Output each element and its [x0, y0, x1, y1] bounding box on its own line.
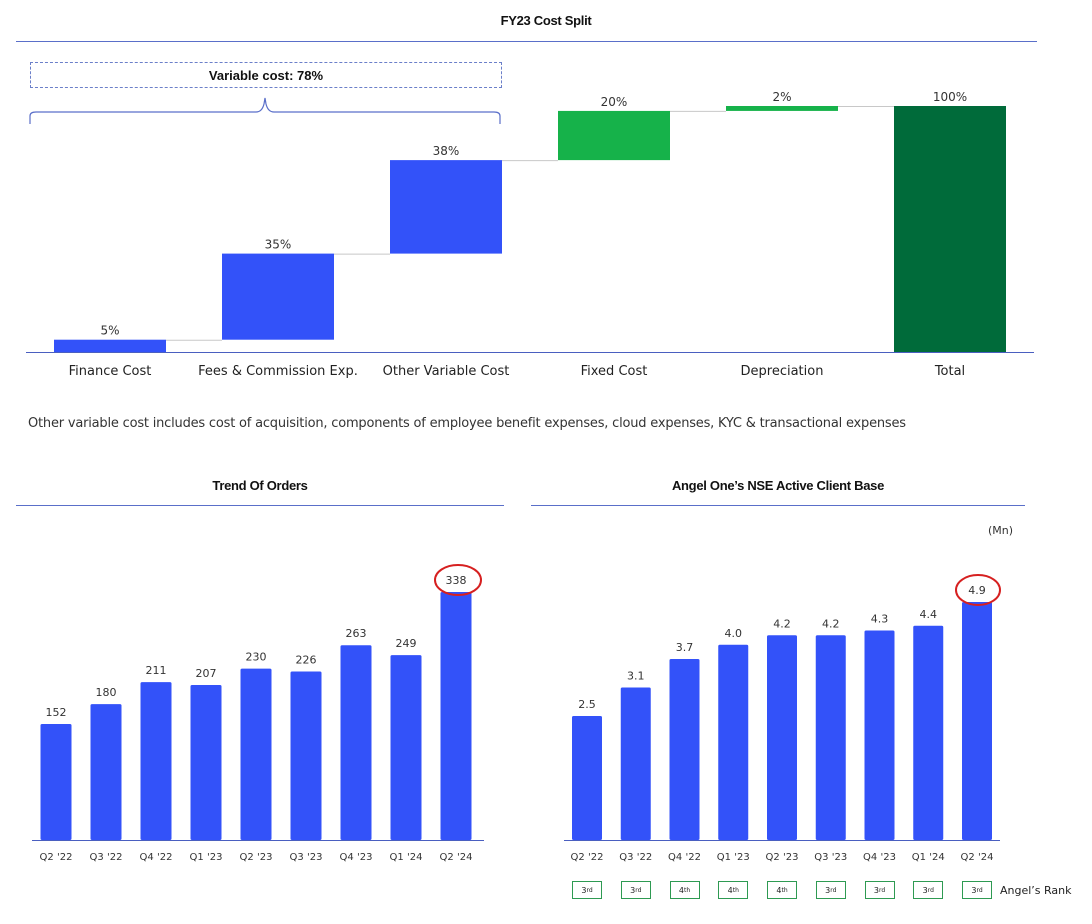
cost-category-label-depreciation: Depreciation	[741, 364, 824, 379]
orders-value-label-q3-22: 180	[96, 686, 117, 699]
clients-bar-q3-23	[815, 635, 846, 840]
cost-split-title-rule	[16, 41, 1037, 42]
orders-value-label-q2-23: 230	[246, 651, 267, 664]
clients-unit-label: (Mn)	[988, 524, 1014, 537]
cost-category-label-total: Total	[934, 364, 965, 379]
clients-bar-q3-22	[620, 687, 651, 840]
variable-cost-brace	[29, 97, 501, 124]
orders-bar-q2-22	[40, 724, 72, 840]
orders-value-label-q3-23: 226	[296, 653, 317, 666]
orders-bar-q3-22	[90, 704, 122, 840]
orders-bar-q4-23	[340, 645, 372, 840]
cost-split-chart: 5% Finance Cost 35% Fees & Commission Exp. 3…	[26, 90, 1034, 379]
cost-category-label-finance-cost: Finance Cost	[69, 364, 152, 379]
orders-value-label-q1-24: 249	[396, 637, 417, 650]
clients-title: Angel One’s NSE Active Client Base	[671, 478, 885, 493]
cost-value-label-fixed-cost: 20%	[601, 95, 628, 109]
cost-bar-fees-commission-exp	[222, 253, 334, 340]
clients-bar-q4-23	[864, 630, 895, 840]
orders-bar-q2-24	[440, 592, 472, 840]
clients-bar-q2-23	[767, 635, 797, 840]
clients-category-label-q1-23: Q1 '23	[717, 852, 750, 863]
cost-split-title: FY23 Cost Split	[500, 13, 592, 28]
cost-bar-finance-cost	[54, 339, 166, 352]
orders-category-label-q1-23: Q1 '23	[190, 852, 223, 863]
cost-category-label-fixed-cost: Fixed Cost	[581, 364, 648, 379]
orders-bar-q2-23	[240, 668, 272, 840]
clients-value-label-q1-23: 4.0	[725, 627, 743, 640]
clients-value-label-q1-24: 4.4	[920, 608, 938, 621]
orders-category-label-q3-22: Q3 '22	[90, 852, 123, 863]
orders-bar-q1-24	[390, 655, 422, 840]
orders-value-label-q2-22: 152	[46, 706, 67, 719]
orders-category-label-q3-23: Q3 '23	[290, 852, 323, 863]
cost-bar-depreciation	[726, 106, 838, 111]
orders-category-label-q2-22: Q2 '22	[40, 852, 73, 863]
cost-bar-other-variable-cost	[390, 160, 502, 254]
orders-category-label-q1-24: Q1 '24	[390, 852, 423, 863]
clients-value-label-q2-24: 4.9	[968, 584, 986, 597]
cost-value-label-other-variable-cost: 38%	[433, 144, 460, 158]
clients-bar-q4-22	[669, 659, 700, 840]
orders-bar-q1-23	[190, 684, 222, 840]
orders-value-label-q4-22: 211	[146, 664, 167, 677]
orders-highlight-circle	[434, 564, 482, 596]
cost-category-label-other-variable-cost: Other Variable Cost	[383, 364, 510, 379]
clients-category-label-q1-24: Q1 '24	[912, 852, 945, 863]
orders-category-label-q2-24: Q2 '24	[440, 852, 473, 863]
cost-value-label-depreciation: 2%	[772, 90, 791, 104]
orders-value-label-q2-24: 338	[446, 574, 467, 587]
clients-bar-q2-22	[572, 716, 602, 840]
clients-value-label-q2-23: 4.2	[773, 617, 791, 630]
orders-category-label-q4-23: Q4 '23	[340, 852, 373, 863]
cost-bar-total	[894, 106, 1006, 352]
cost-value-label-finance-cost: 5%	[100, 324, 119, 338]
orders-title: Trend Of Orders	[212, 478, 308, 493]
cost-split-footnote: Other variable cost includes cost of acq…	[28, 416, 906, 431]
clients-bar-q1-23	[718, 644, 749, 840]
clients-bar-q2-24	[962, 602, 992, 840]
clients-title-rule	[531, 505, 1025, 506]
cost-value-label-total: 100%	[933, 90, 967, 104]
orders-value-label-q4-23: 263	[346, 627, 367, 640]
orders-title-rule	[16, 505, 504, 506]
orders-value-label-q1-23: 207	[196, 667, 217, 680]
cost-value-label-fees-commission-exp: 35%	[265, 238, 292, 252]
clients-category-label-q2-23: Q2 '23	[766, 852, 799, 863]
clients-highlight-circle	[955, 574, 1001, 606]
clients-category-label-q2-22: Q2 '22	[571, 852, 604, 863]
clients-bar-q1-24	[913, 625, 944, 840]
clients-value-label-q4-23: 4.3	[871, 613, 889, 626]
rank-row-label: Angel’s Rank	[1000, 884, 1072, 897]
clients-value-label-q2-22: 2.5	[578, 698, 596, 711]
clients-category-label-q4-23: Q4 '23	[863, 852, 896, 863]
clients-category-label-q4-22: Q4 '22	[668, 852, 701, 863]
variable-cost-label: Variable cost: 78%	[208, 67, 324, 83]
variable-cost-box: Variable cost: 78%	[30, 62, 502, 88]
orders-category-label-q4-22: Q4 '22	[140, 852, 173, 863]
orders-bar-q3-23	[290, 671, 322, 840]
clients-value-label-q4-22: 3.7	[676, 641, 694, 654]
clients-category-label-q3-22: Q3 '22	[619, 852, 652, 863]
cost-category-label-fees-commission-exp: Fees & Commission Exp.	[198, 364, 358, 379]
clients-category-label-q3-23: Q3 '23	[814, 852, 847, 863]
clients-category-label-q2-24: Q2 '24	[961, 852, 994, 863]
orders-bar-q4-22	[140, 682, 172, 840]
cost-bar-fixed-cost	[558, 110, 670, 161]
clients-value-label-q3-22: 3.1	[627, 670, 645, 683]
orders-category-label-q2-23: Q2 '23	[240, 852, 273, 863]
clients-value-label-q3-23: 4.2	[822, 617, 840, 630]
